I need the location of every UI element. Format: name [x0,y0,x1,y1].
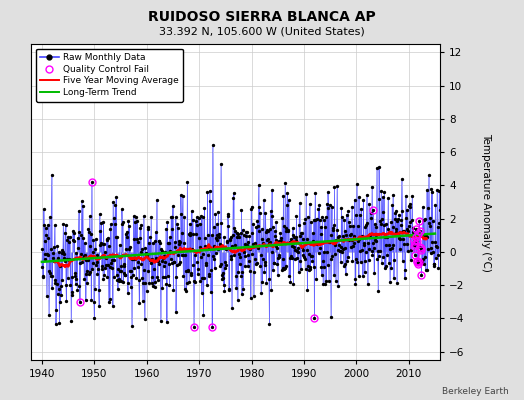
Text: Berkeley Earth: Berkeley Earth [442,387,508,396]
Legend: Raw Monthly Data, Quality Control Fail, Five Year Moving Average, Long-Term Tren: Raw Monthly Data, Quality Control Fail, … [36,48,183,102]
Y-axis label: Temperature Anomaly (°C): Temperature Anomaly (°C) [481,132,491,272]
Text: 33.392 N, 105.600 W (United States): 33.392 N, 105.600 W (United States) [159,26,365,36]
Text: RUIDOSO SIERRA BLANCA AP: RUIDOSO SIERRA BLANCA AP [148,10,376,24]
